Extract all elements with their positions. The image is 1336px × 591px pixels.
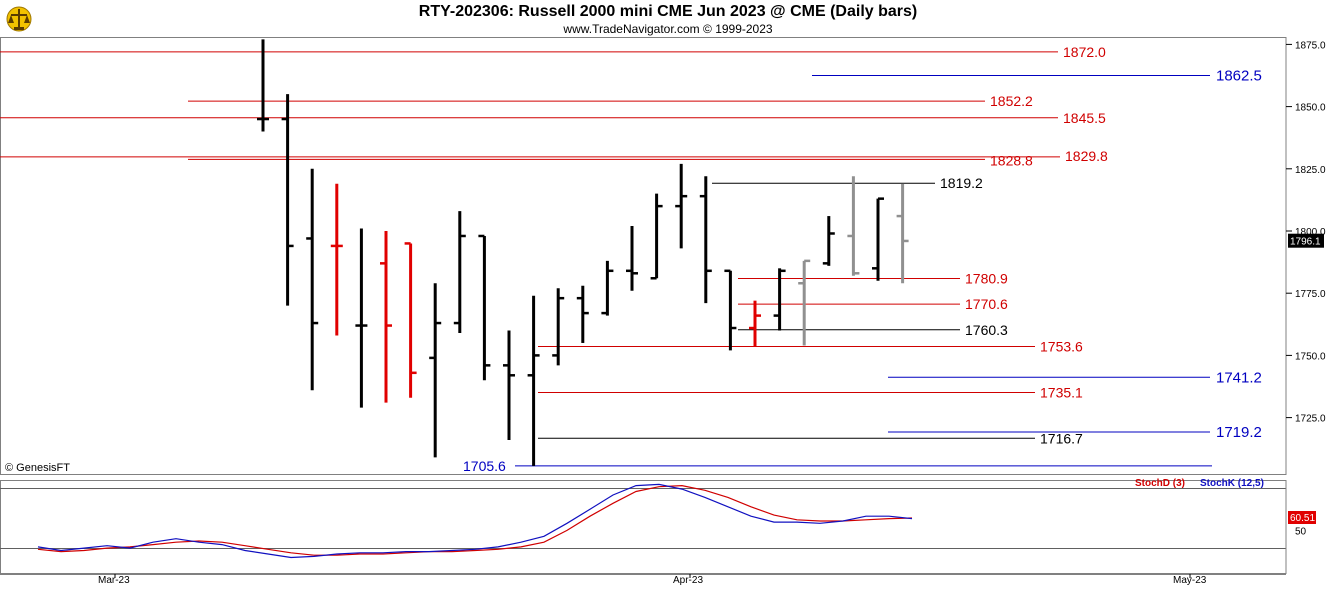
ohlc-bar	[281, 94, 294, 306]
ohlc-bar	[773, 268, 786, 331]
ohlc-bar	[527, 295, 540, 466]
level-label: 1780.9	[965, 271, 1008, 287]
level-label: 1845.5	[1063, 110, 1106, 126]
level-label: 1862.5	[1216, 68, 1262, 85]
stochastic-panel: 50 60.51	[0, 481, 1316, 574]
ohlc-bar	[896, 183, 909, 284]
ohlc-bars	[257, 39, 909, 466]
chart-header: RTY-202306: Russell 2000 mini CME Jun 20…	[0, 0, 1336, 36]
ohlc-bar	[257, 39, 269, 132]
x-label-mar: Mar-23	[98, 575, 130, 586]
ohlc-bar	[749, 300, 761, 347]
level-label: 1741.2	[1216, 369, 1262, 386]
level-label: 1770.6	[965, 296, 1008, 312]
y-tick-label: 1775.0	[1295, 289, 1326, 300]
main-panel-border	[0, 37, 1287, 475]
date-axis	[0, 574, 1286, 578]
chart-frame	[0, 37, 1287, 574]
stoch-tick-label: 50	[1295, 526, 1307, 537]
last-price-label: 1796.1	[1290, 237, 1321, 248]
level-label: 1760.3	[965, 322, 1008, 338]
ohlc-bar	[478, 234, 491, 381]
x-label-may: May-23	[1173, 575, 1207, 586]
y-tick-label: 1850.0	[1295, 103, 1326, 114]
level-label: 1705.6	[463, 458, 506, 474]
ohlc-bar	[822, 216, 835, 266]
level-label: 1735.1	[1040, 384, 1083, 400]
legend-stochd: StochD (3)	[1135, 478, 1185, 489]
ohlc-bar	[355, 228, 368, 408]
ohlc-bar	[306, 168, 319, 391]
ohlc-bar	[798, 259, 811, 346]
ohlc-bar	[724, 269, 737, 351]
y-tick-label: 1725.0	[1295, 414, 1326, 425]
x-label-apr: Apr-23	[673, 575, 704, 586]
level-label: 1819.2	[940, 175, 983, 191]
ohlc-bar	[626, 226, 638, 291]
legend-stochk: StochK (12,5)	[1200, 478, 1264, 489]
level-label: 1852.2	[990, 93, 1033, 109]
ohlc-bar	[429, 283, 442, 458]
ohlc-bar	[872, 197, 884, 281]
price-levels: 1872.0 1862.5 1852.2 1845.5 1829.8 1828.8 1819…	[0, 44, 1262, 474]
last-price-box	[1288, 233, 1324, 248]
ohlc-bar	[675, 163, 688, 249]
stoch-last-value-label: 60.51	[1290, 513, 1315, 524]
level-label: 1716.7	[1040, 430, 1083, 446]
ohlc-bar	[404, 242, 417, 398]
level-label: 1828.8	[990, 152, 1033, 168]
y-tick-label: 1825.0	[1295, 165, 1326, 176]
level-label: 1719.2	[1216, 424, 1262, 441]
ohlc-bar	[576, 285, 589, 343]
ohlc-bar	[503, 330, 515, 440]
ohlc-bar	[650, 193, 663, 280]
ohlc-bar	[330, 183, 343, 336]
stoch-line	[37, 483, 913, 559]
chart-subtitle: www.TradeNavigator.com © 1999-2023	[563, 22, 773, 36]
level-label: 1829.8	[1065, 148, 1108, 164]
y-tick-label: 1750.0	[1295, 351, 1326, 362]
copyright-note: © GenesisFT	[5, 462, 70, 474]
price-axis: 1875.0 1850.0 1825.0 1800.0 1775.0 1750.0 1725…	[1285, 37, 1326, 474]
ohlc-bar	[699, 176, 712, 304]
chart-title: RTY-202306: Russell 2000 mini CME Jun 20…	[418, 3, 918, 20]
stoch-panel-border	[0, 480, 1287, 574]
ohlc-bar	[453, 211, 466, 334]
ohlc-bar	[380, 231, 392, 403]
ohlc-bar	[552, 288, 565, 366]
ohlc-bar	[847, 176, 860, 276]
y-tick-label: 1800.0	[1295, 227, 1326, 238]
y-tick-label: 1875.0	[1295, 40, 1326, 51]
stoch-line	[37, 484, 913, 556]
ohlc-bar	[601, 260, 614, 316]
trade-navigator-logo-icon	[6, 6, 32, 32]
stoch-last-value-box	[1288, 510, 1316, 524]
level-label: 1753.6	[1040, 338, 1083, 354]
level-label: 1872.0	[1063, 44, 1106, 60]
